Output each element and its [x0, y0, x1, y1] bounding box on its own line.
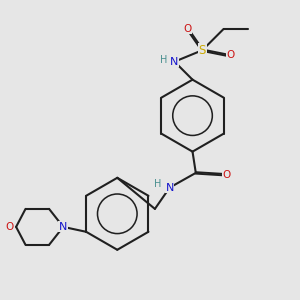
- Text: N: N: [165, 183, 174, 193]
- Text: O: O: [184, 24, 192, 34]
- Text: H: H: [160, 55, 168, 65]
- Text: N: N: [170, 57, 179, 67]
- Text: S: S: [199, 44, 206, 57]
- Text: H: H: [154, 179, 162, 189]
- Text: N: N: [59, 222, 68, 232]
- Text: O: O: [226, 50, 234, 60]
- Text: O: O: [5, 222, 14, 232]
- Text: O: O: [223, 169, 231, 179]
